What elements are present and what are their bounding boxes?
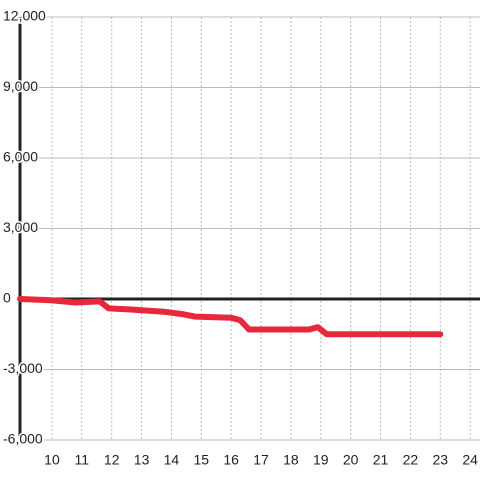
y-tick-label: 12,000 <box>3 8 46 24</box>
x-tick-label: 22 <box>403 452 419 468</box>
y-tick-label: -3,000 <box>3 360 43 376</box>
x-tick-label: 24 <box>462 452 478 468</box>
y-tick-label: 6,000 <box>3 149 38 165</box>
x-tick-label: 10 <box>44 452 60 468</box>
data-line <box>17 296 444 338</box>
x-tick-label: 21 <box>373 452 389 468</box>
x-tick-label: 20 <box>343 452 359 468</box>
x-tick-label: 15 <box>194 452 210 468</box>
x-tick-label: 14 <box>164 452 180 468</box>
y-tick-label: 3,000 <box>3 219 38 235</box>
x-tick-label: 13 <box>134 452 150 468</box>
y-tick-label: 9,000 <box>3 78 38 94</box>
x-tick-label: 18 <box>283 452 299 468</box>
y-tick-label: -6,000 <box>3 431 43 447</box>
x-tick-label: 12 <box>104 452 120 468</box>
x-tick-label: 16 <box>223 452 239 468</box>
x-tick-label: 23 <box>432 452 448 468</box>
x-tick-label: 19 <box>313 452 329 468</box>
x-tick-label: 17 <box>253 452 269 468</box>
x-tick-label: 11 <box>75 452 90 468</box>
y-tick-label: 0 <box>3 290 11 306</box>
